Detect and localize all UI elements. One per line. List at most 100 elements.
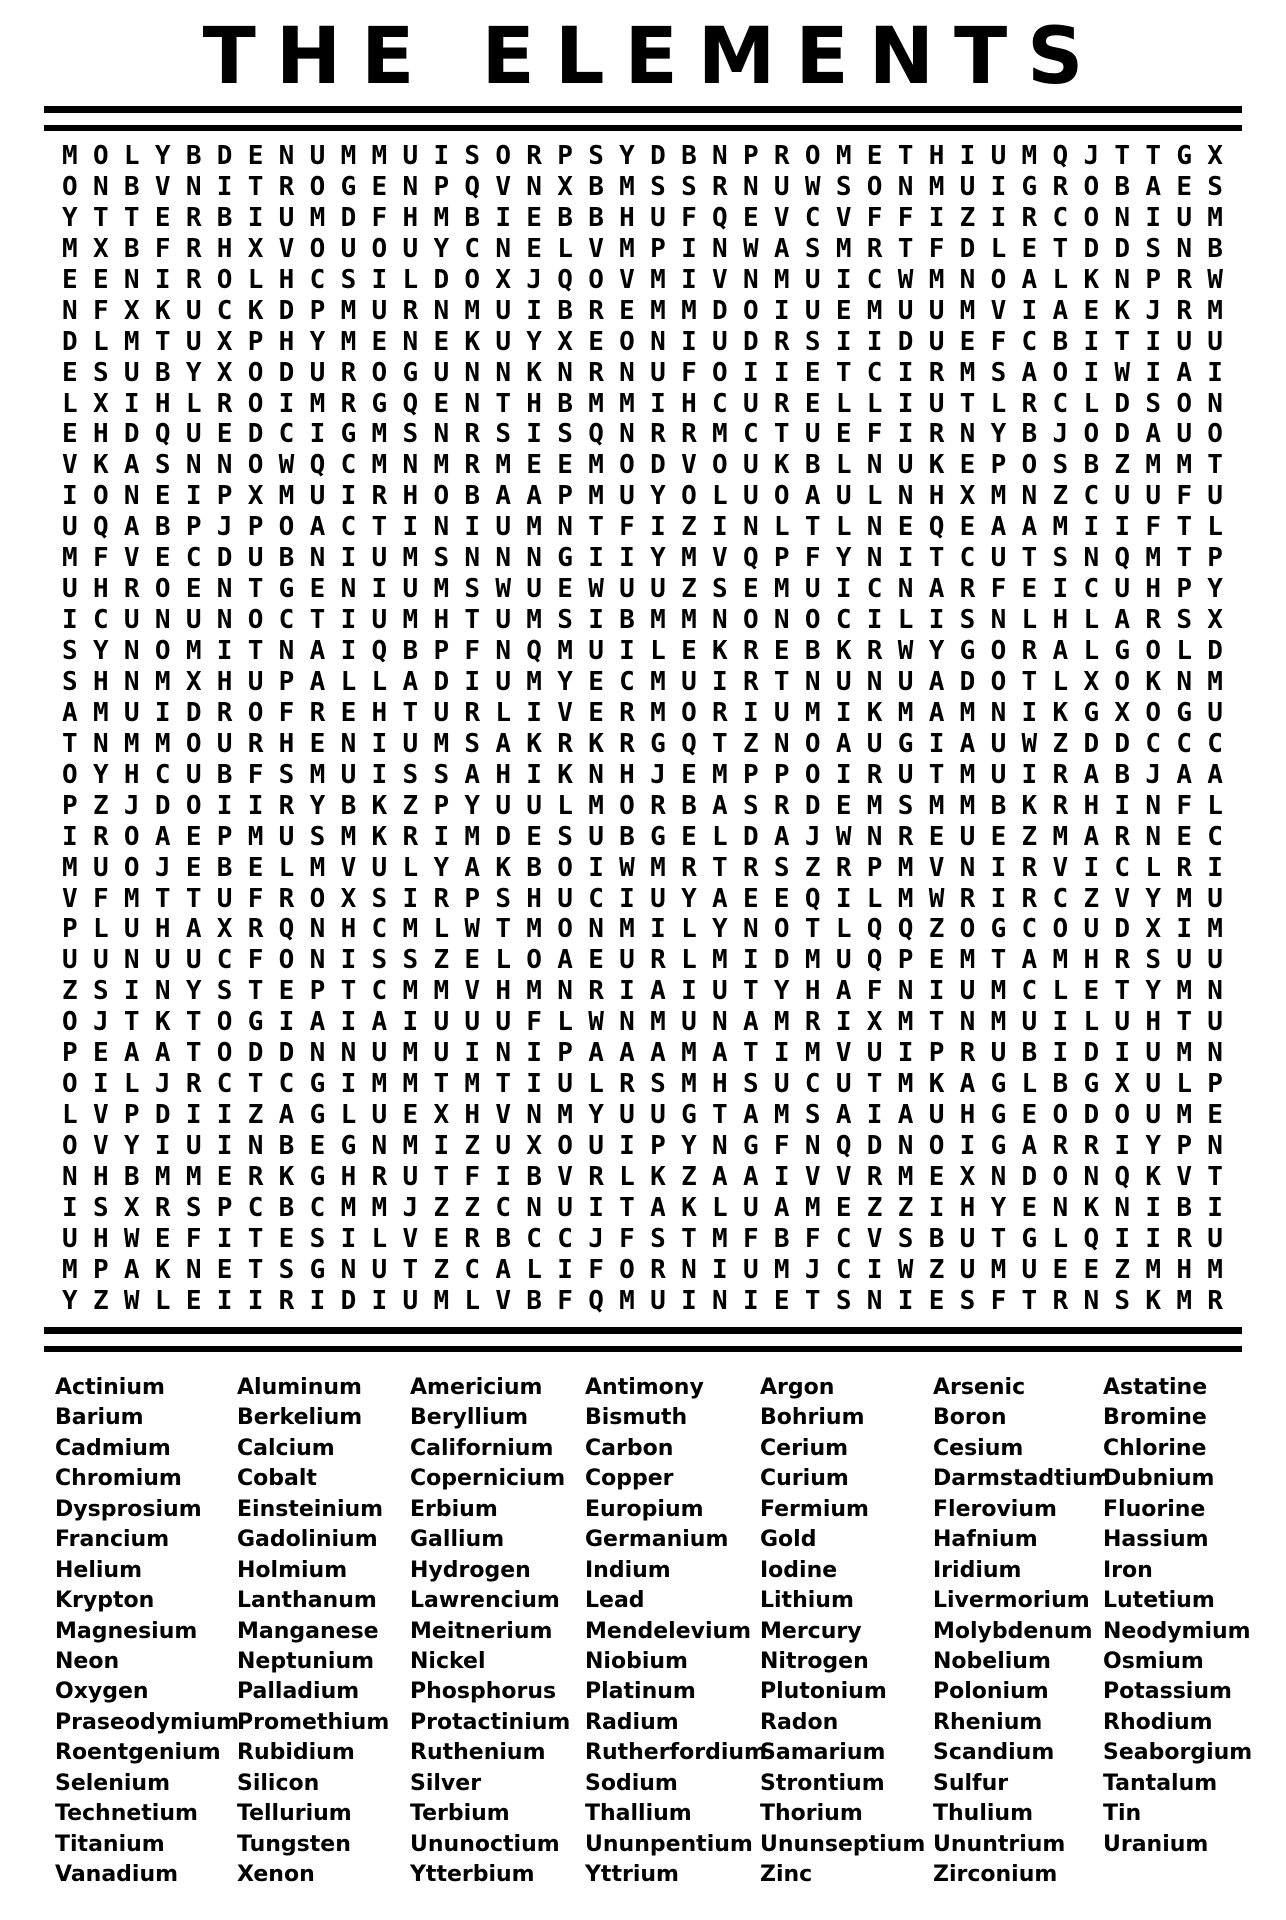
word-item: Cobalt: [237, 1466, 317, 1492]
word-item: Neodymium: [1103, 1618, 1251, 1644]
divider-top: [44, 106, 1242, 131]
word-item: Ununseptium: [760, 1831, 926, 1857]
word-item: Roentgenium: [55, 1740, 221, 1766]
word-item: Yttrium: [585, 1862, 679, 1887]
word-item: Scandium: [933, 1740, 1055, 1766]
word-item: Cesium: [933, 1435, 1024, 1461]
word-item: Magnesium: [55, 1618, 198, 1644]
puzzle-row: PEAATODDNNUMUINIPAAAMATIMVUIPRUBIDIUMN: [62, 1038, 1239, 1069]
word-item: Curium: [760, 1466, 849, 1492]
word-item: Promethium: [237, 1709, 390, 1735]
word-item: Barium: [55, 1405, 144, 1431]
puzzle-row: SYNOMITNAIQBPFNQMUILEKREBKRWYGORALGOLD: [62, 636, 1239, 666]
word-item: Samarium: [760, 1740, 886, 1766]
word-item: Polonium: [933, 1679, 1049, 1705]
word-item: Darmstadtium: [933, 1466, 1111, 1492]
word-item: Nobelium: [933, 1648, 1051, 1674]
puzzle-row: UHROENTGENIUMSWUEWUUZSEMUICNARFEICUHPY: [62, 574, 1239, 605]
puzzle-row: ISXRSPCBCMMJZZCNUITAKLUAMEZZIHYENKNIBI: [62, 1192, 1239, 1223]
word-item: Astatine: [1103, 1375, 1208, 1400]
puzzle-row: IONEIPXMUIRHOBAAPMUYOLUOAULNHXMNZCUUFU: [62, 481, 1239, 512]
word-item: Radium: [585, 1709, 679, 1735]
word-item: Terbium: [410, 1801, 510, 1827]
puzzle-row: LXIHLROIMRGQENTHBMMIHCURELLIUTLRCLDSON: [62, 388, 1239, 419]
word-item: Ununtrium: [933, 1831, 1066, 1857]
word-item: Berkelium: [237, 1405, 363, 1431]
word-item: Osmium: [1103, 1648, 1204, 1674]
puzzle-row: NFXKUCKDPMURNMUIBREMMDOIUEMUUMVIAEKJRM: [62, 295, 1239, 326]
puzzle-row: LVPDIIZAGLUEXHVNMYUUGTAMSAIAUHGEODOUME: [62, 1100, 1239, 1131]
puzzle-row: ESUBYXODUROGUNNKNRNUFOIIETCIRMSAOIWIAI: [62, 357, 1239, 388]
word-item: Tin: [1103, 1801, 1142, 1827]
word-item: Holmium: [237, 1557, 348, 1583]
word-item: Strontium: [760, 1770, 885, 1796]
puzzle-row: MUOJEBELMVULYAKBOIWMRTRSZRPMVNIRVICLRI: [62, 852, 1239, 883]
word-list: Actinium Aluminum Americium Antimony Argon Ar…: [55, 1375, 1252, 1893]
word-item: Thulium: [933, 1801, 1033, 1827]
word-item: Aluminum: [237, 1375, 362, 1400]
word-item: Tungsten: [237, 1831, 351, 1857]
word-item: Helium: [55, 1557, 143, 1583]
word-item: Livermorium: [933, 1588, 1090, 1614]
puzzle-row: MFVECDUBNIUMSNNNGIIYMVQPFYNITCUTSNQMTP: [62, 543, 1239, 574]
word-item: Xenon: [237, 1862, 315, 1887]
word-item: Titanium: [55, 1831, 165, 1857]
word-item: Hydrogen: [410, 1557, 531, 1583]
word-item: Molybdenum: [933, 1618, 1093, 1644]
word-item: Copernicium: [410, 1466, 566, 1492]
word-item: Tellurium: [237, 1801, 352, 1827]
word-item: Niobium: [585, 1648, 688, 1674]
word-item: Carbon: [585, 1435, 674, 1461]
rule-line: [44, 106, 1242, 113]
word-item: Germanium: [585, 1527, 729, 1553]
puzzle-row: MXBFRHXVOUOUYCNELVMPINWASMRTFDLETDDSNB: [62, 233, 1239, 264]
word-item: Oxygen: [55, 1679, 149, 1705]
word-item: Krypton: [55, 1588, 155, 1614]
puzzle-row: PZJDOIIRYBKZPYUULMORBASRDEMSMMBKRHINFL: [62, 790, 1239, 821]
puzzle-row: SHNMXHUPALLADIUMYECMUIRTNUNUADOTLXOKNM: [62, 666, 1239, 697]
word-item: Iron: [1103, 1557, 1153, 1583]
word-item: Europium: [585, 1496, 704, 1522]
word-item: Radon: [760, 1709, 839, 1735]
rule-line: [44, 125, 1242, 131]
word-item: Argon: [760, 1375, 835, 1400]
word-item: Thallium: [585, 1801, 692, 1827]
word-item: Lawrencium: [410, 1588, 560, 1614]
puzzle-row: MOLYBDENUMMUISORPSYDBNPROMETHIUMQJTTGX: [62, 141, 1239, 171]
word-item: Iodine: [760, 1557, 838, 1583]
word-item: Meitnerium: [410, 1618, 553, 1644]
word-item: Technetium: [55, 1801, 198, 1827]
word-item: Cerium: [760, 1435, 849, 1461]
puzzle-row: YTTERBIUMDFHMBIEBBHUFQEVCVFFIZIRCONIUM: [62, 202, 1239, 233]
divider-bottom: [44, 1327, 1242, 1352]
puzzle-row: AMUIDROFREHTURLIVERMORIUMIKMAMNIKGXOGU: [62, 697, 1239, 728]
word-item: Bromine: [1103, 1405, 1207, 1431]
word-item: Lithium: [760, 1588, 854, 1614]
puzzle-row: ICUNUNOCTIUMHTUMSIBMMNONOCILISNLHLARSX: [62, 605, 1239, 636]
word-item: Mercury: [760, 1618, 862, 1644]
word-item: Chromium: [55, 1466, 182, 1492]
word-item: Fermium: [760, 1496, 869, 1522]
word-item: Cadmium: [55, 1435, 171, 1461]
puzzle-row: ZSINYSTEPTCMMVHMNRIAIUTYHAFNIUMCLETYMN: [62, 976, 1239, 1007]
word-item: Hassium: [1103, 1527, 1209, 1553]
word-item: Protactinium: [410, 1709, 571, 1735]
word-item: Iridium: [933, 1557, 1022, 1583]
word-item: Erbium: [410, 1496, 498, 1522]
puzzle-grid: MOLYBDENUMMUISORPSYDBNPROMETHIUMQJTTGX ON…: [62, 141, 1238, 1317]
word-item: Arsenic: [933, 1375, 1026, 1400]
word-item: Chlorine: [1103, 1435, 1207, 1461]
word-item: Rutherfordium: [585, 1740, 767, 1766]
puzzle-row: EHDQUEDCIGMSNRSISQNRRMCTUEFIRNYBJODAUO: [62, 419, 1239, 450]
word-item: Uranium: [1103, 1831, 1209, 1857]
puzzle-row: OYHCUBFSMUISSAHIKNHJEMPPOIRUTMUIRABJAA: [62, 759, 1239, 790]
puzzle-row: UHWEFITESILVERBCCJFSTMFBFCVSBUTGLQIIRU: [62, 1223, 1239, 1254]
puzzle-row: YZWLEIIRIDIUMLVBFQMUINIETSNIESFTRNSKMR: [62, 1285, 1239, 1316]
puzzle-row: EENIROLHCSILDOXJQOVMIVNMUICWMNOALKNPRW: [62, 264, 1239, 295]
word-item: Silicon: [237, 1770, 320, 1796]
word-item: Selenium: [55, 1770, 171, 1796]
puzzle-row: VFMTTUFROXSIRPSHUCIUYAEEQILMWRIRCZVYMU: [62, 883, 1239, 914]
word-item: Lead: [585, 1588, 645, 1614]
word-item: Nitrogen: [760, 1648, 869, 1674]
